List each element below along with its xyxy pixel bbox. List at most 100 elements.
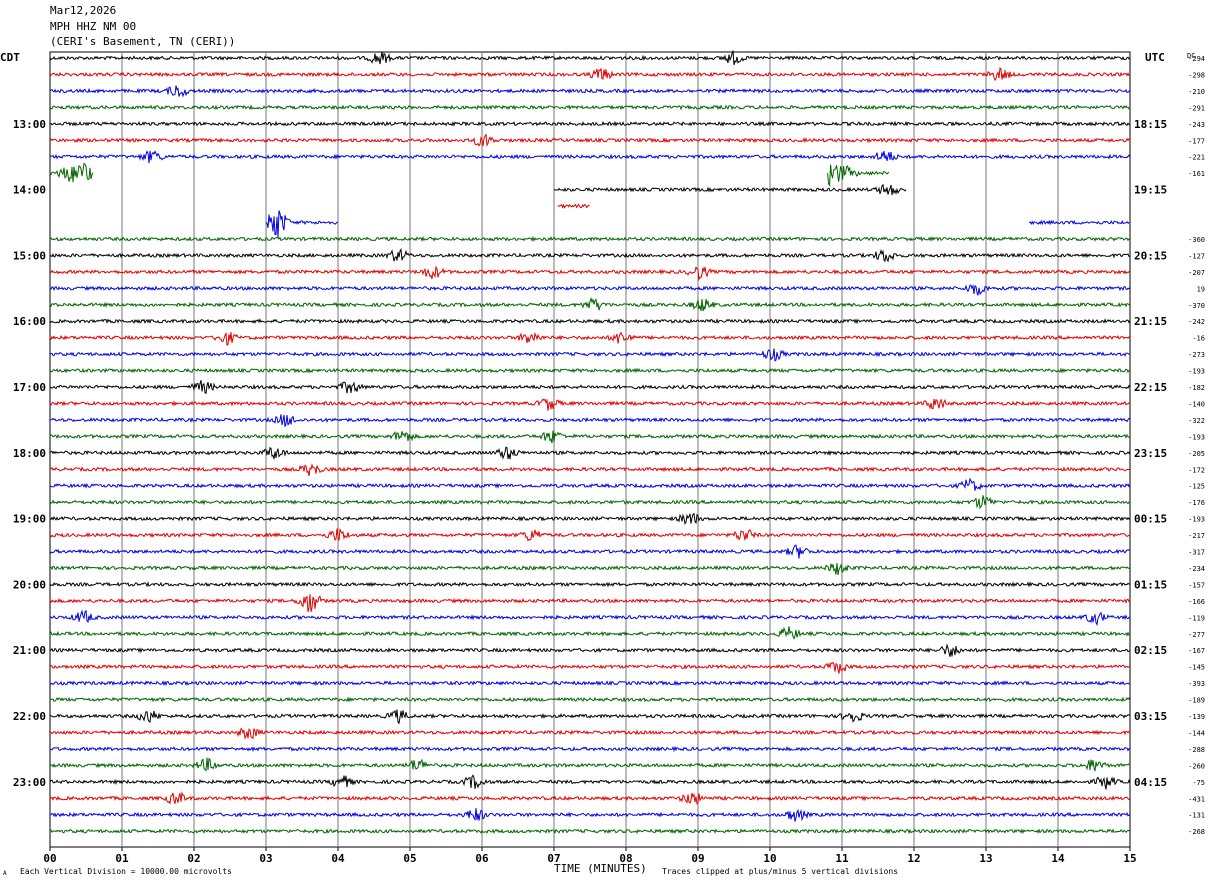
corner-mark: A <box>3 870 7 877</box>
cdt-hour-label: 21:00 <box>13 644 46 657</box>
dc-offset-label: -277 <box>1188 631 1205 639</box>
x-tick-label: 00 <box>43 852 56 865</box>
trace-row-36 <box>49 643 1131 657</box>
trace-row-20 <box>49 380 1131 395</box>
plot-date: Mar12,2026 <box>50 4 117 17</box>
dc-offset-label: -360 <box>1188 236 1205 244</box>
trace-row-3 <box>49 104 1131 111</box>
cdt-hour-label: 18:00 <box>13 447 46 460</box>
utc-hour-label: 02:15 <box>1134 644 1167 657</box>
dc-offset-label: -145 <box>1188 664 1205 672</box>
trace-row-40 <box>49 709 1131 725</box>
trace-row-27 <box>49 495 1131 510</box>
dc-offset-label: -125 <box>1188 483 1205 491</box>
trace-row-39 <box>50 696 1131 703</box>
dc-offset-label: -131 <box>1188 812 1205 820</box>
dc-offset-label: -234 <box>1188 565 1205 573</box>
dc-offset-label: -370 <box>1188 302 1205 310</box>
trace-row-29 <box>49 527 1131 542</box>
trace-row-1 <box>49 67 1131 82</box>
dc-offset-label: -193 <box>1188 368 1205 376</box>
x-tick-label: 03 <box>259 852 272 865</box>
utc-hour-label: 21:15 <box>1134 315 1167 328</box>
x-tick-label: 11 <box>835 852 849 865</box>
dc-offset-label: 19 <box>1197 285 1205 293</box>
trace-row-38 <box>49 680 1131 687</box>
trace-row-24 <box>49 446 1131 460</box>
utc-hour-label: 03:15 <box>1134 710 1167 723</box>
trace-row-21 <box>49 398 1131 411</box>
dc-offset-label: -205 <box>1188 450 1205 458</box>
dc-column-label: DC <box>1187 52 1195 60</box>
trace-row-34 <box>49 609 1131 627</box>
dc-offset-label: -210 <box>1188 88 1205 96</box>
trace-row-42 <box>49 745 1131 753</box>
x-tick-label: 15 <box>1123 852 1136 865</box>
time-row-labels: 13:00 14:00 15:00 16:00 17:00 18:00 19:00 20:00… <box>13 55 1205 836</box>
dc-offset-label: -161 <box>1188 170 1205 178</box>
trace-row-25 <box>49 463 1131 477</box>
trace-row-12 <box>49 247 1131 263</box>
dc-offset-label: -294 <box>1188 55 1205 63</box>
trace-row-13 <box>49 265 1131 282</box>
dc-offset-label: -166 <box>1188 598 1205 606</box>
dc-offset-label: -217 <box>1188 532 1205 540</box>
dc-offset-label: -393 <box>1188 680 1205 688</box>
cdt-hour-label: 13:00 <box>13 118 46 131</box>
x-axis-title: TIME (MINUTES) <box>554 862 647 875</box>
trace-row-30 <box>49 544 1130 559</box>
dc-offset-label: -139 <box>1188 713 1205 721</box>
trace-row-18 <box>49 348 1131 362</box>
x-tick-label: 14 <box>1051 852 1065 865</box>
dc-offset-label: -157 <box>1188 581 1205 589</box>
dc-offset-label: -221 <box>1188 154 1205 162</box>
dc-offset-label: -268 <box>1188 828 1205 836</box>
dc-offset-label: -298 <box>1188 71 1205 79</box>
dc-offset-label: -322 <box>1188 417 1205 425</box>
cdt-hour-label: 14:00 <box>13 184 46 197</box>
trace-row-33 <box>49 594 1131 613</box>
dc-offset-label: -16 <box>1192 335 1205 343</box>
trace-row-44 <box>49 774 1131 790</box>
utc-hour-label: 19:15 <box>1134 184 1167 197</box>
dc-offset-label: -260 <box>1188 762 1205 770</box>
x-tick-label: 04 <box>331 852 345 865</box>
trace-row-45 <box>49 791 1131 805</box>
x-axis-ticks: 00 01 02 03 04 05 06 07 08 09 10 11 12 13 14 15 <box>43 847 1137 865</box>
trace-row-14 <box>49 284 1131 296</box>
trace-row-16 <box>49 318 1131 325</box>
trace-row-22 <box>49 414 1131 427</box>
left-timezone-label: CDT <box>0 51 20 64</box>
utc-hour-label: 23:15 <box>1134 447 1167 460</box>
utc-hour-label: 04:15 <box>1134 776 1167 789</box>
cdt-hour-label: 20:00 <box>13 578 46 591</box>
trace-row-9 <box>557 203 590 209</box>
trace-row-2 <box>49 85 1131 98</box>
cdt-hour-label: 23:00 <box>13 776 46 789</box>
trace-row-8 <box>553 183 907 196</box>
trace-row-7 <box>49 162 94 183</box>
dc-offset-label: -172 <box>1188 466 1205 474</box>
trace-row-10 <box>1028 219 1130 226</box>
x-tick-label: 12 <box>907 852 920 865</box>
trace-row-46 <box>49 808 1131 822</box>
dc-offset-label: -177 <box>1188 137 1205 145</box>
trace-row-15 <box>49 296 1131 312</box>
x-tick-label: 06 <box>475 852 489 865</box>
trace-row-17 <box>49 331 1131 346</box>
dc-offset-label: -176 <box>1188 499 1205 507</box>
trace-row-5 <box>49 133 1131 147</box>
right-timezone-label: UTC <box>1145 51 1165 64</box>
trace-row-23 <box>49 430 1131 444</box>
dc-offset-label: -431 <box>1188 795 1205 803</box>
cdt-hour-label: 15:00 <box>13 249 46 262</box>
plot-frame <box>49 51 1131 848</box>
cdt-hour-label: 17:00 <box>13 381 46 394</box>
dc-offset-label: -140 <box>1188 400 1205 408</box>
trace-row-41 <box>49 727 1131 740</box>
seismic-traces <box>49 50 1131 835</box>
utc-hour-label: 22:15 <box>1134 381 1167 394</box>
trace-row-11 <box>49 235 1131 243</box>
scale-note: Each Vertical Division = 10000.00 microv… <box>20 867 232 876</box>
dc-offset-label: -243 <box>1188 121 1205 129</box>
